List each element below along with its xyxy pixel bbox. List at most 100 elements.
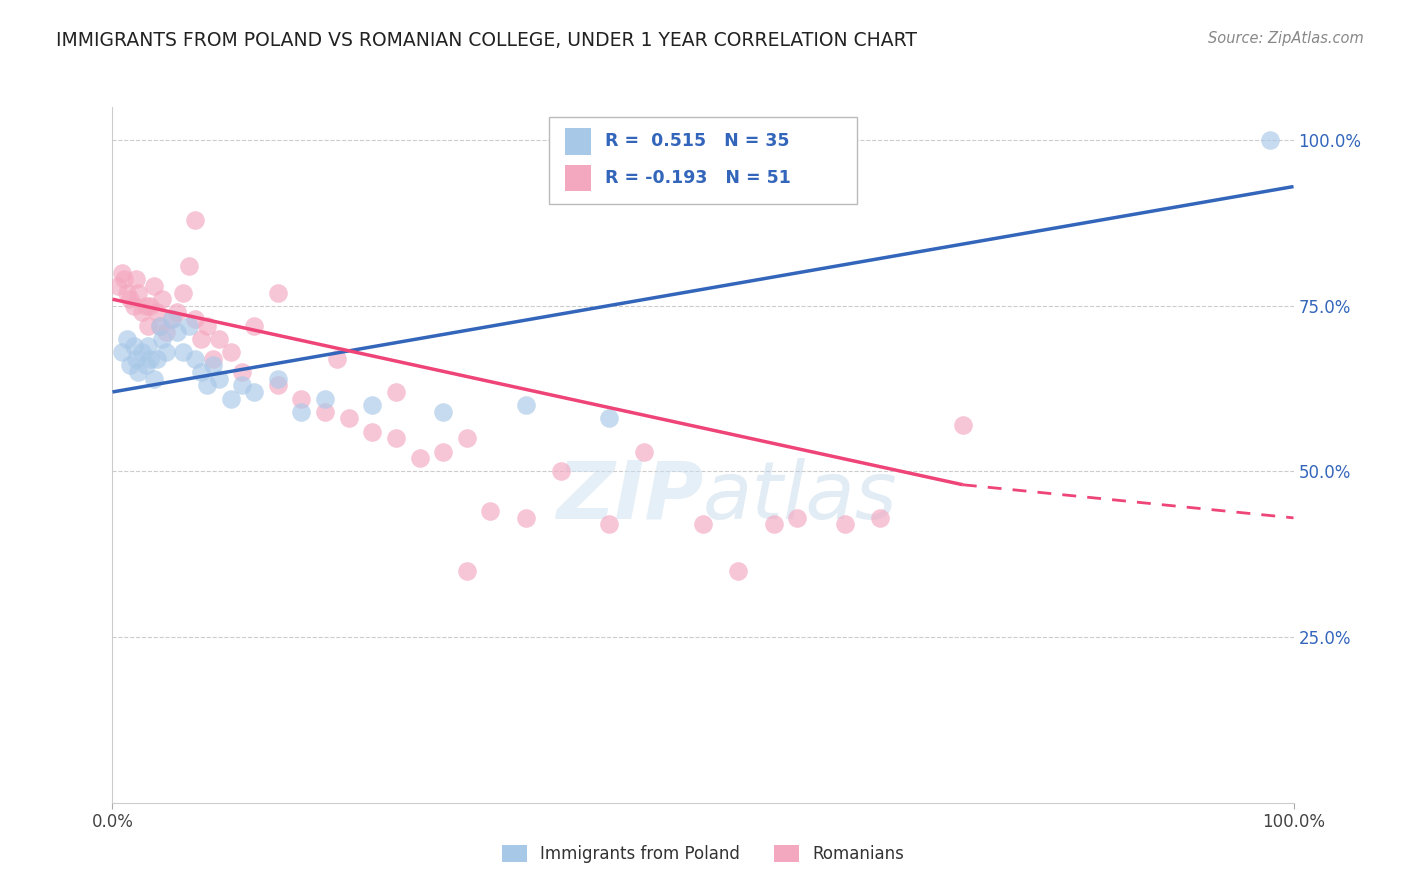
Point bbox=[150, 292, 173, 306]
Point bbox=[135, 359, 157, 373]
FancyBboxPatch shape bbox=[565, 128, 591, 154]
Point bbox=[598, 411, 620, 425]
Point bbox=[111, 345, 134, 359]
Point bbox=[361, 425, 384, 439]
Point bbox=[727, 564, 749, 578]
Text: atlas: atlas bbox=[703, 458, 898, 536]
Point bbox=[166, 305, 188, 319]
Point bbox=[146, 305, 169, 319]
Point bbox=[111, 266, 134, 280]
Point bbox=[112, 272, 135, 286]
Point bbox=[195, 318, 218, 333]
Point bbox=[131, 305, 153, 319]
Text: IMMIGRANTS FROM POLAND VS ROMANIAN COLLEGE, UNDER 1 YEAR CORRELATION CHART: IMMIGRANTS FROM POLAND VS ROMANIAN COLLE… bbox=[56, 31, 917, 50]
Point bbox=[326, 351, 349, 366]
Text: R =  0.515   N = 35: R = 0.515 N = 35 bbox=[605, 132, 790, 151]
Point bbox=[456, 564, 478, 578]
Point bbox=[146, 351, 169, 366]
Point bbox=[243, 384, 266, 399]
Point bbox=[122, 338, 145, 352]
Point bbox=[290, 392, 312, 406]
Point bbox=[139, 299, 162, 313]
FancyBboxPatch shape bbox=[565, 165, 591, 192]
Point bbox=[219, 392, 242, 406]
Point bbox=[385, 431, 408, 445]
Point bbox=[201, 359, 224, 373]
Point bbox=[172, 345, 194, 359]
Point bbox=[314, 405, 336, 419]
Point bbox=[166, 326, 188, 340]
Point bbox=[139, 351, 162, 366]
Point bbox=[479, 504, 502, 518]
Point bbox=[633, 444, 655, 458]
Point bbox=[179, 259, 201, 273]
Point bbox=[127, 365, 149, 379]
Point bbox=[184, 312, 207, 326]
Point bbox=[598, 517, 620, 532]
Point bbox=[515, 511, 537, 525]
Point bbox=[869, 511, 891, 525]
Legend: Immigrants from Poland, Romanians: Immigrants from Poland, Romanians bbox=[494, 836, 912, 871]
Point bbox=[1258, 133, 1281, 147]
Point bbox=[314, 392, 336, 406]
Point bbox=[208, 332, 231, 346]
Point bbox=[231, 365, 253, 379]
Point bbox=[184, 351, 207, 366]
Point bbox=[195, 378, 218, 392]
Point bbox=[150, 332, 173, 346]
Point bbox=[172, 285, 194, 300]
Point bbox=[120, 359, 142, 373]
Point bbox=[149, 318, 172, 333]
Point bbox=[149, 318, 172, 333]
Point bbox=[337, 411, 360, 425]
Point bbox=[142, 279, 165, 293]
Point bbox=[115, 332, 138, 346]
Point bbox=[456, 431, 478, 445]
Point bbox=[786, 511, 808, 525]
Point bbox=[267, 372, 290, 386]
Point bbox=[432, 405, 454, 419]
Point bbox=[122, 299, 145, 313]
Point bbox=[385, 384, 408, 399]
Point bbox=[120, 292, 142, 306]
Point bbox=[762, 517, 785, 532]
Point bbox=[155, 345, 177, 359]
Point bbox=[692, 517, 714, 532]
Point bbox=[160, 312, 183, 326]
FancyBboxPatch shape bbox=[550, 118, 856, 204]
Point bbox=[834, 517, 856, 532]
Point bbox=[432, 444, 454, 458]
Point bbox=[190, 332, 212, 346]
Point bbox=[125, 351, 148, 366]
Point bbox=[190, 365, 212, 379]
Point bbox=[179, 318, 201, 333]
Point bbox=[184, 212, 207, 227]
Point bbox=[142, 372, 165, 386]
Point bbox=[243, 318, 266, 333]
Point bbox=[408, 451, 430, 466]
Point bbox=[290, 405, 312, 419]
Text: R = -0.193   N = 51: R = -0.193 N = 51 bbox=[605, 169, 790, 187]
Point bbox=[219, 345, 242, 359]
Point bbox=[267, 285, 290, 300]
Point bbox=[361, 398, 384, 412]
Point bbox=[160, 312, 183, 326]
Point bbox=[550, 465, 572, 479]
Text: ZIP: ZIP bbox=[555, 458, 703, 536]
Point bbox=[136, 318, 159, 333]
Point bbox=[115, 285, 138, 300]
Point bbox=[515, 398, 537, 412]
Point bbox=[155, 326, 177, 340]
Point bbox=[208, 372, 231, 386]
Point bbox=[231, 378, 253, 392]
Text: Source: ZipAtlas.com: Source: ZipAtlas.com bbox=[1208, 31, 1364, 46]
Point bbox=[135, 299, 157, 313]
Point bbox=[201, 351, 224, 366]
Point bbox=[131, 345, 153, 359]
Point bbox=[267, 378, 290, 392]
Point bbox=[127, 285, 149, 300]
Point bbox=[125, 272, 148, 286]
Point bbox=[952, 418, 974, 433]
Point bbox=[136, 338, 159, 352]
Point bbox=[107, 279, 129, 293]
